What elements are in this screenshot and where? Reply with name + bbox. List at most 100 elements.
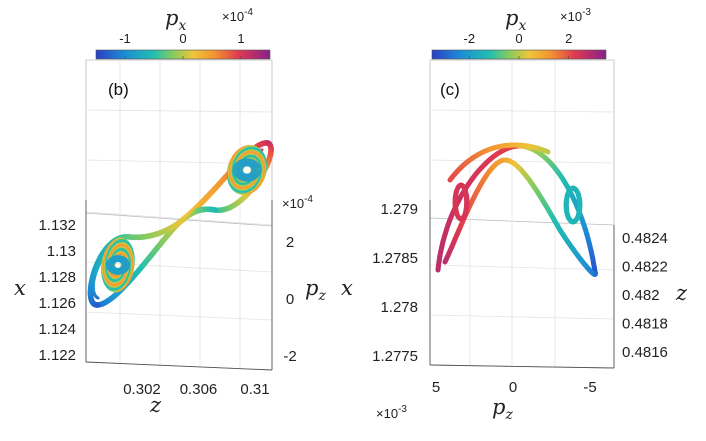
lobe-orbit	[127, 260, 130, 264]
trajectory-c	[435, 142, 598, 277]
lobe-orbit	[249, 176, 254, 180]
lobe-orbit	[119, 271, 124, 274]
pz-tick-label: 0	[286, 291, 294, 308]
lobe-orbit	[252, 177, 257, 181]
lobe-orbit	[110, 270, 114, 274]
lobe-orbit	[248, 178, 254, 181]
lobe-orbit	[239, 176, 244, 179]
lobe-orbit	[237, 177, 242, 180]
trajectory-segment	[442, 257, 449, 265]
trajectory-segment	[543, 148, 551, 155]
lobe-orbit	[256, 169, 259, 174]
lobe-orbit	[255, 175, 260, 179]
colorbar-tick-label: -2	[464, 31, 476, 46]
z-tick-label: 0.4822	[622, 259, 668, 276]
x-tick-label: 1.128	[38, 269, 76, 286]
lobe-orbit	[249, 158, 255, 161]
colorbar-c: px ×10-3 -2 0 2	[431, 6, 607, 60]
lobe-orbit	[109, 270, 113, 274]
lobe-orbit	[126, 258, 129, 262]
lobe-orbit	[237, 159, 242, 163]
lobe-orbit	[111, 272, 117, 275]
lobe-orbit	[122, 269, 126, 273]
z-tick-label: 0.4824	[622, 230, 668, 247]
lobe-orbit	[238, 170, 241, 174]
lobe-orbit	[252, 175, 257, 179]
lobe-orbit	[111, 259, 114, 263]
colorbar-tick-label: 0	[515, 31, 522, 46]
lobe-orbit	[111, 270, 116, 273]
lobe-orbit	[108, 268, 111, 272]
colorbar-tick-label: -1	[119, 31, 131, 46]
colorbar-label: px	[165, 6, 186, 34]
x-tick-label: 1.279	[380, 201, 418, 218]
colorbar-label: px	[505, 6, 526, 34]
lobe-orbit	[252, 175, 257, 178]
lobe-orbit	[125, 268, 129, 272]
lobe-orbit	[249, 175, 254, 179]
lobe-orbit	[243, 162, 247, 164]
lobe-orbit	[233, 171, 237, 176]
lobe-orbit	[255, 173, 259, 177]
x-tick-label: 1.122	[38, 347, 76, 364]
lobe-orbit	[106, 259, 109, 264]
panel-label: (c)	[440, 80, 460, 99]
lobe-orbit	[125, 260, 128, 264]
lobe-orbit	[240, 160, 245, 163]
pz-tick-label: 0	[509, 379, 517, 396]
lobe-orbit	[122, 271, 127, 275]
lobe-orbit	[119, 255, 125, 258]
lobe-orbit	[237, 160, 242, 164]
lobe-orbit	[112, 257, 116, 260]
lobe-orbit	[125, 258, 128, 262]
lobe-orbit	[109, 268, 112, 272]
z-axis-label: z	[149, 393, 162, 417]
lobe-orbit	[258, 171, 261, 176]
lobe-orbit	[111, 265, 113, 268]
panel-c: px ×10-3 -2 0 2 (c) 1.279 1.2785 1.278 1.2775…	[341, 6, 688, 423]
lobe-orbit	[255, 174, 259, 178]
lobe-orbit	[237, 161, 242, 165]
lobe-orbit	[109, 256, 114, 260]
colorbar-exponent: ×10-4	[222, 7, 253, 24]
lobe-orbit	[113, 272, 118, 274]
lobe-orbit	[234, 165, 237, 170]
z-tick-label: 0.4818	[622, 316, 668, 333]
panel-b: px ×10-4 -1 0 1 (b) 1.132 1.13 1.128 1.126 1.1…	[14, 6, 326, 417]
lobe-orbit	[236, 164, 239, 168]
axes-box-b	[85, 59, 273, 371]
z-tick-label: 0.306	[180, 381, 218, 398]
lobe-orbit	[255, 162, 259, 166]
lobe-orbit	[127, 266, 130, 271]
pz-axis-label: pz	[305, 276, 326, 304]
lobe-orbit	[242, 177, 248, 180]
lobe-orbit	[236, 172, 239, 176]
z-tick-label: 0.482	[622, 287, 660, 304]
lobe-orbit	[235, 174, 239, 178]
lobe-orbit	[120, 267, 123, 269]
z-tick-label: 0.302	[123, 381, 161, 398]
lobe-orbit	[237, 174, 241, 178]
lobe-orbit	[119, 255, 124, 258]
lobe-orbit	[127, 265, 130, 270]
lobe-orbit	[249, 177, 254, 180]
lobe-orbit	[235, 166, 238, 171]
lobe-orbit	[240, 160, 245, 164]
lobe-orbit	[247, 176, 251, 178]
lobe-orbit	[238, 163, 242, 166]
z-axis-label: z	[675, 281, 688, 305]
pz-tick-label: 2	[286, 234, 294, 251]
lobe-orbit	[112, 255, 117, 258]
lobe-orbit	[248, 159, 254, 162]
lobe-orbit	[248, 179, 254, 182]
lobe-orbit	[259, 164, 262, 170]
lobe-orbit	[111, 270, 115, 273]
colorbar-tick-label: 2	[565, 31, 572, 46]
lobe-orbit	[119, 272, 124, 275]
colorbar-tick-label: 0	[179, 31, 186, 46]
lobe-orbit	[238, 174, 242, 178]
x-axis-label: x	[341, 276, 353, 300]
lobe-orbit	[234, 171, 238, 176]
pz-tick-label: -2	[283, 348, 296, 365]
lobe-orbit	[107, 258, 111, 262]
